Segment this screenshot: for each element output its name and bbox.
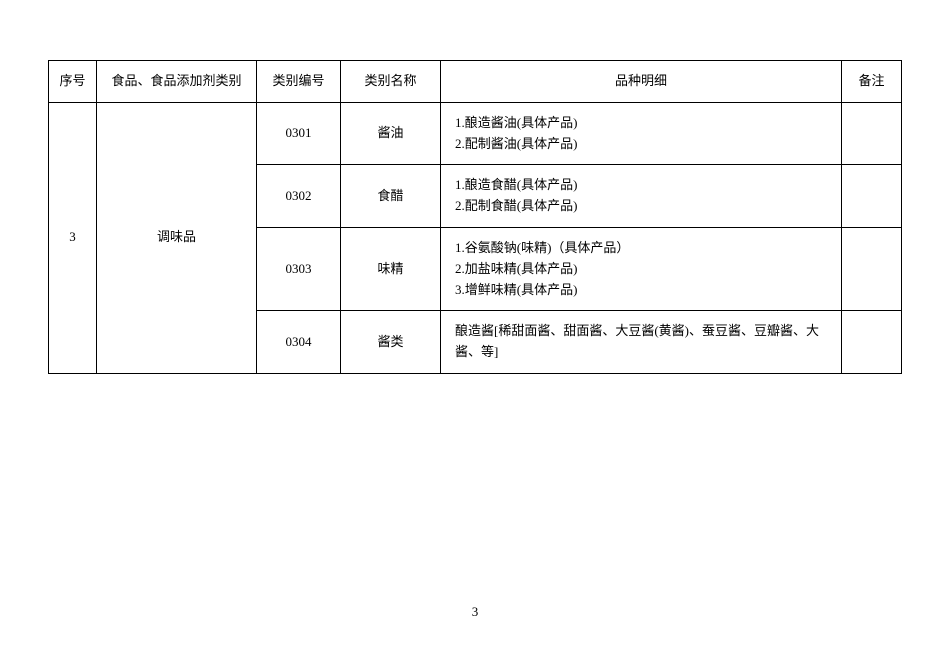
- cell-category: 调味品: [97, 102, 257, 373]
- header-detail: 品种明细: [441, 61, 842, 103]
- cell-detail: 1.酿造食醋(具体产品)2.配制食醋(具体产品): [441, 165, 842, 228]
- cell-detail: 酿造酱[稀甜面酱、甜面酱、大豆酱(黄酱)、蚕豆酱、豆瓣酱、大酱、等]: [441, 311, 842, 374]
- cell-name: 食醋: [341, 165, 441, 228]
- cell-code: 0303: [257, 227, 341, 310]
- cell-remark: [842, 165, 902, 228]
- cell-detail: 1.谷氨酸钠(味精)（具体产品）2.加盐味精(具体产品)3.增鲜味精(具体产品): [441, 227, 842, 310]
- food-category-table: 序号 食品、食品添加剂类别 类别编号 类别名称 品种明细 备注 3 调味品 03…: [48, 60, 902, 374]
- cell-detail: 1.酿造酱油(具体产品)2.配制酱油(具体产品): [441, 102, 842, 165]
- cell-remark: [842, 227, 902, 310]
- page-number: 3: [0, 604, 950, 620]
- cell-code: 0302: [257, 165, 341, 228]
- table-row: 3 调味品 0301 酱油 1.酿造酱油(具体产品)2.配制酱油(具体产品): [49, 102, 902, 165]
- page-container: 序号 食品、食品添加剂类别 类别编号 类别名称 品种明细 备注 3 调味品 03…: [0, 0, 950, 374]
- cell-seq: 3: [49, 102, 97, 373]
- cell-name: 酱油: [341, 102, 441, 165]
- cell-code: 0304: [257, 311, 341, 374]
- header-seq: 序号: [49, 61, 97, 103]
- header-category: 食品、食品添加剂类别: [97, 61, 257, 103]
- header-name: 类别名称: [341, 61, 441, 103]
- header-code: 类别编号: [257, 61, 341, 103]
- table-header-row: 序号 食品、食品添加剂类别 类别编号 类别名称 品种明细 备注: [49, 61, 902, 103]
- cell-code: 0301: [257, 102, 341, 165]
- header-remark: 备注: [842, 61, 902, 103]
- cell-remark: [842, 311, 902, 374]
- cell-name: 味精: [341, 227, 441, 310]
- cell-name: 酱类: [341, 311, 441, 374]
- cell-remark: [842, 102, 902, 165]
